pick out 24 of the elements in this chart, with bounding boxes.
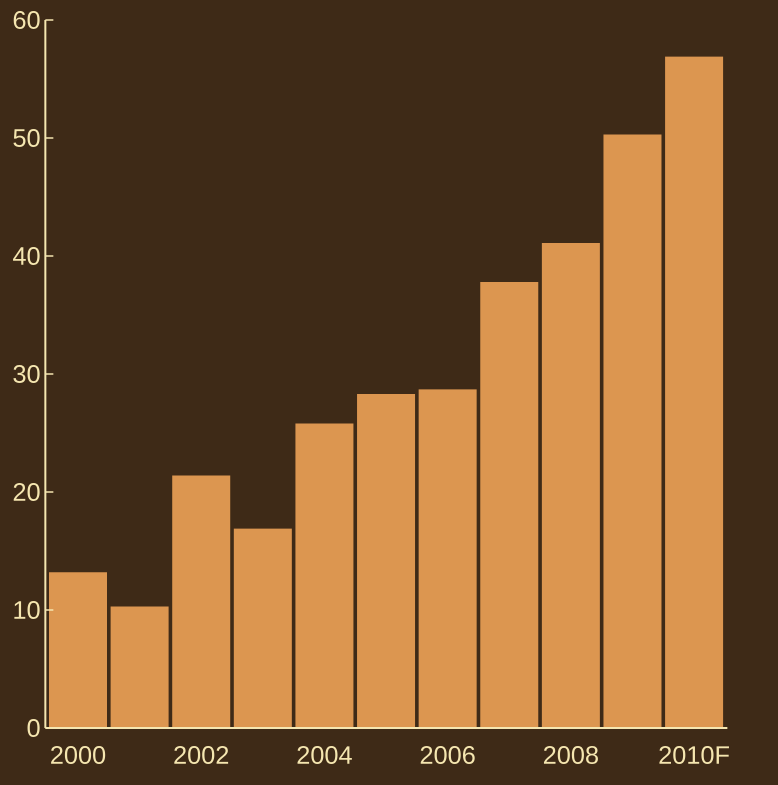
y-tick-label: 0 — [28, 719, 40, 737]
bar — [357, 394, 416, 728]
bar — [480, 282, 538, 728]
bar — [603, 134, 662, 728]
bar — [418, 389, 477, 728]
x-tick-label: 2008 — [544, 746, 598, 764]
bar — [172, 475, 230, 728]
y-tick-label: 20 — [14, 483, 40, 501]
y-tick-label: 30 — [13, 365, 40, 383]
bar — [542, 243, 600, 728]
x-tick-label: 2004 — [298, 746, 352, 764]
x-tick-label: 2000 — [51, 746, 106, 764]
x-tick-label: 2006 — [420, 746, 475, 764]
bar — [234, 528, 292, 728]
y-tick-label: 60 — [14, 11, 40, 29]
bar — [665, 56, 724, 728]
bar — [49, 572, 107, 728]
y-tick-label: 10 — [14, 601, 40, 619]
bar — [295, 424, 354, 728]
x-tick-label: 2010F — [659, 746, 729, 764]
bar — [110, 606, 169, 728]
y-tick-label: 40 — [13, 247, 40, 265]
x-tick-label: 2002 — [174, 746, 228, 764]
y-tick-label: 50 — [13, 129, 40, 147]
